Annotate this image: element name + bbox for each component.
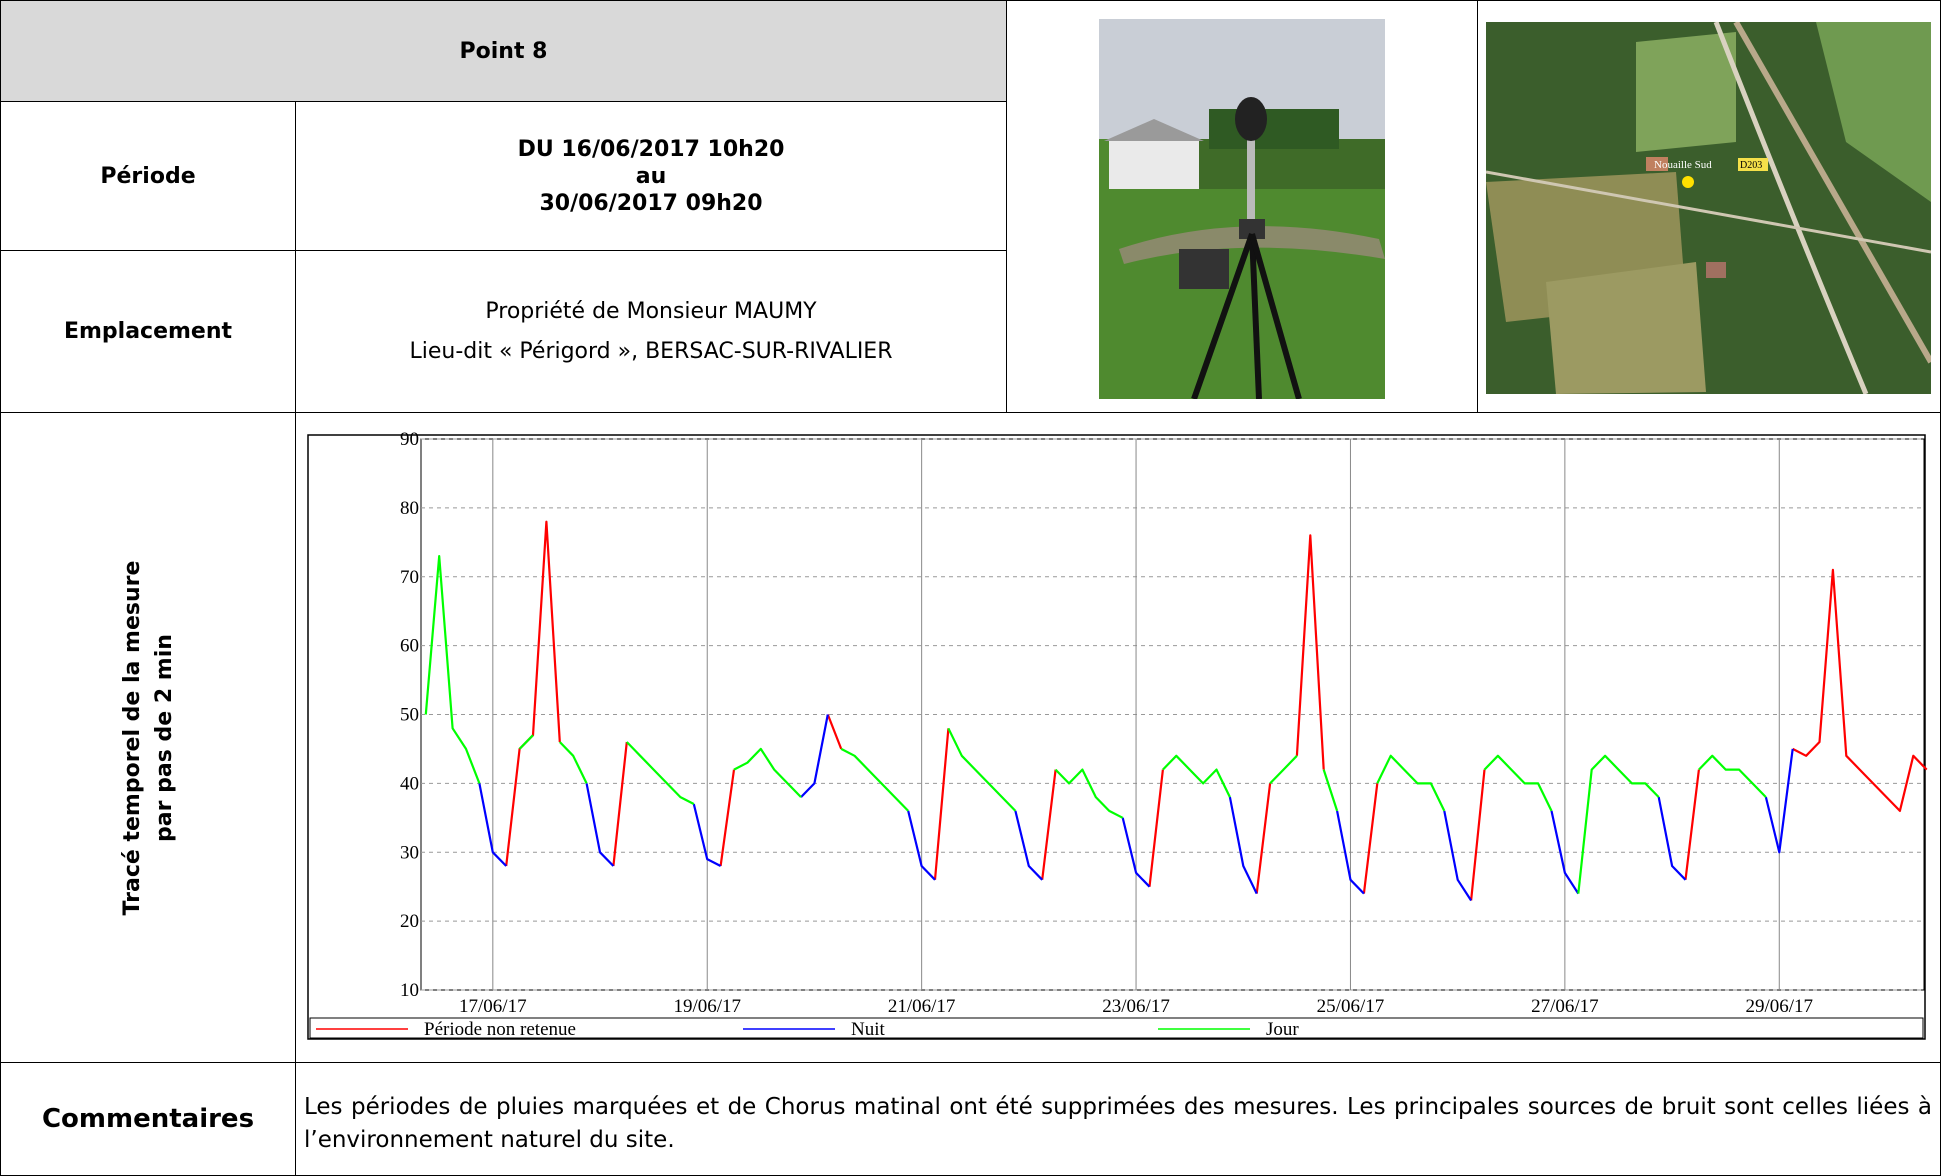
map-label: Nouaille Sud — [1654, 159, 1712, 171]
comments-label: Commentaires — [41, 1104, 255, 1134]
location-line: Lieu-dit « Périgord », BERSAC-SUR-RIVALI… — [409, 338, 893, 364]
location-cell: Propriété de Monsieur MAUMY Lieu-dit « P… — [295, 250, 1007, 413]
map: Nouaille Sud D203 — [1486, 22, 1931, 394]
photo-cell — [1006, 0, 1478, 413]
location-label-cell: Emplacement — [0, 250, 296, 413]
title: Point 8 — [459, 38, 548, 64]
location-label: Emplacement — [63, 319, 233, 344]
comments-text: Les périodes de pluies marquées et de Ch… — [304, 1094, 1932, 1153]
period-line: 30/06/2017 09h20 — [539, 190, 763, 216]
trace-line: Tracé temporel de la mesure — [120, 560, 145, 916]
trace-label: Tracé temporel de la mesure par pas de 2… — [117, 438, 181, 1038]
title-cell: Point 8 — [0, 0, 1007, 102]
map-label: D203 — [1740, 160, 1762, 171]
location-line: Propriété de Monsieur MAUMY — [485, 298, 817, 324]
period-label-cell: Période — [0, 101, 296, 251]
trace-label-cell: Tracé temporel de la mesure par pas de 2… — [0, 412, 296, 1063]
comments-label-cell: Commentaires — [0, 1062, 296, 1176]
map-cell: Nouaille Sud D203 — [1477, 0, 1941, 413]
photo — [1099, 19, 1385, 399]
trace-line: par pas de 2 min — [152, 634, 177, 842]
chart-cell — [295, 412, 1941, 1063]
period-line: au — [635, 163, 667, 189]
comments-cell: Les périodes de pluies marquées et de Ch… — [295, 1062, 1941, 1176]
period-label: Période — [100, 163, 196, 189]
period-cell: DU 16/06/2017 10h20 au 30/06/2017 09h20 — [295, 101, 1007, 251]
period-line: DU 16/06/2017 10h20 — [517, 136, 785, 162]
